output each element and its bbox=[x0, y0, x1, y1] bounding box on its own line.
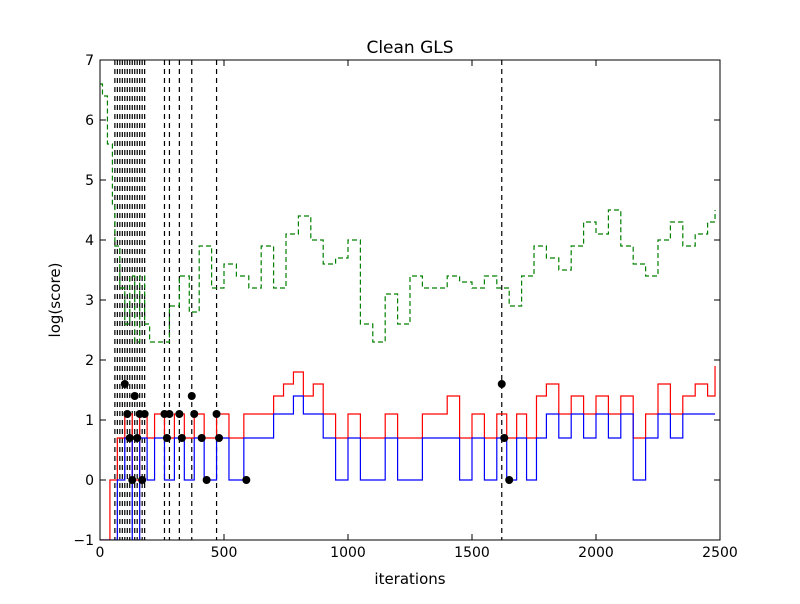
marker-point-14 bbox=[187, 392, 196, 400]
marker-point-18 bbox=[212, 410, 221, 418]
marker-point-13 bbox=[177, 434, 186, 442]
marker-point-11 bbox=[165, 410, 174, 418]
y-ticks-layer: −1 0 1 2 3 4 5 6 7 bbox=[73, 53, 720, 549]
series-line-0 bbox=[100, 366, 716, 540]
marker-point-4 bbox=[130, 392, 139, 400]
marker-point-3 bbox=[128, 476, 137, 484]
plot-background bbox=[100, 60, 720, 540]
x-tick-label-5: 2500 bbox=[702, 545, 738, 561]
x-ticks-layer: 0 500 1000 1500 2000 2500 bbox=[96, 60, 738, 561]
marker-point-5 bbox=[133, 434, 142, 442]
y-tick-label-8: 7 bbox=[85, 53, 94, 69]
marker-point-15 bbox=[190, 410, 199, 418]
markers-layer bbox=[120, 380, 514, 484]
plot-area bbox=[100, 60, 716, 540]
marker-point-0 bbox=[120, 380, 129, 388]
y-tick-label-2: 1 bbox=[85, 413, 94, 429]
marker-point-16 bbox=[197, 434, 206, 442]
marker-point-22 bbox=[500, 434, 509, 442]
marker-point-20 bbox=[242, 476, 251, 484]
x-tick-label-2: 1000 bbox=[330, 545, 366, 561]
marker-point-10 bbox=[162, 434, 171, 442]
marker-point-17 bbox=[202, 476, 211, 484]
marker-point-2 bbox=[125, 434, 134, 442]
marker-point-7 bbox=[138, 476, 147, 484]
series-line-2 bbox=[100, 83, 716, 343]
marker-point-12 bbox=[175, 410, 184, 418]
y-tick-label-4: 3 bbox=[85, 293, 94, 309]
y-tick-label-7: 6 bbox=[85, 113, 94, 129]
y-axis-label: log(score) bbox=[46, 263, 64, 338]
x-tick-label-0: 0 bbox=[96, 545, 105, 561]
marker-point-1 bbox=[123, 410, 132, 418]
y-tick-label-5: 4 bbox=[85, 233, 94, 249]
marker-point-8 bbox=[140, 410, 149, 418]
series-line-1 bbox=[100, 395, 716, 540]
series-layer bbox=[100, 83, 716, 540]
y-tick-label-0: −1 bbox=[73, 533, 94, 549]
x-tick-label-1: 500 bbox=[211, 545, 238, 561]
marker-point-21 bbox=[497, 380, 506, 388]
y-tick-label-3: 2 bbox=[85, 353, 94, 369]
chart-title: Clean GLS bbox=[366, 38, 453, 58]
x-tick-label-4: 2000 bbox=[578, 545, 614, 561]
y-tick-label-1: 0 bbox=[85, 473, 94, 489]
x-axis-label: iterations bbox=[374, 570, 445, 588]
y-tick-label-6: 5 bbox=[85, 173, 94, 189]
marker-point-23 bbox=[505, 476, 514, 484]
x-tick-label-3: 1500 bbox=[454, 545, 490, 561]
marker-point-19 bbox=[215, 434, 224, 442]
